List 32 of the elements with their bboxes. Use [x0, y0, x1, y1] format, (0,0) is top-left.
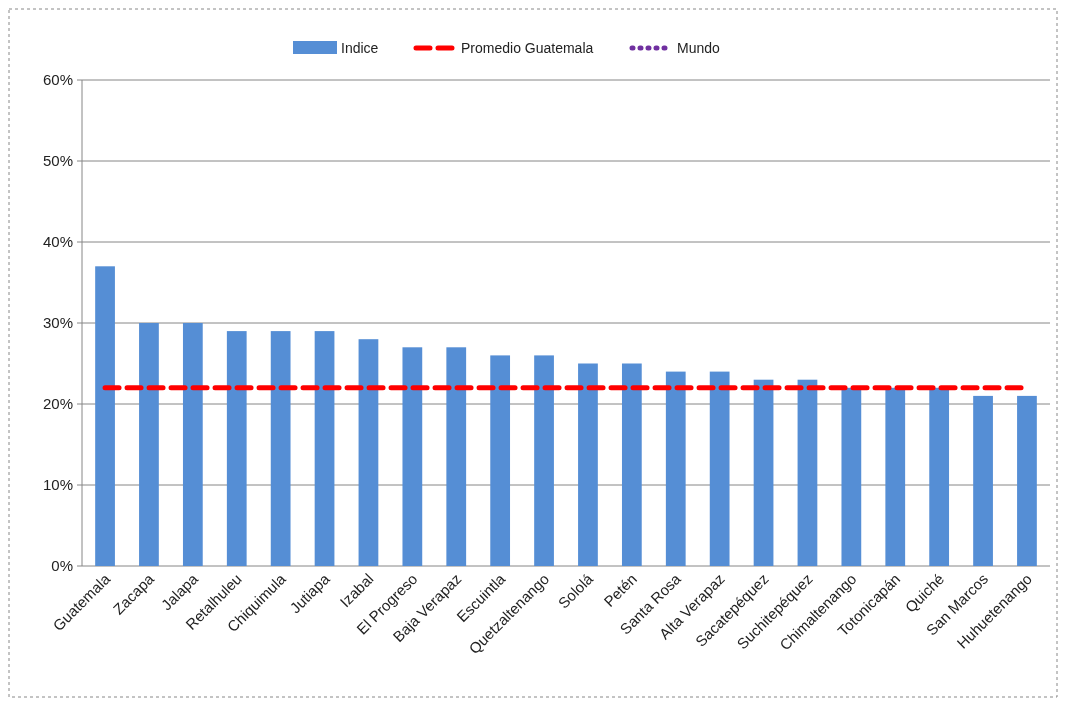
bar	[314, 331, 335, 566]
legend-label: Indice	[341, 40, 379, 56]
bar	[534, 355, 554, 566]
bar	[753, 379, 774, 566]
bar	[226, 331, 247, 566]
bar	[665, 371, 686, 566]
bar	[929, 387, 950, 566]
bar	[490, 355, 511, 566]
bar	[270, 331, 291, 566]
y-tick-label: 0%	[51, 557, 73, 574]
bar	[841, 387, 862, 566]
y-tick-label: 20%	[42, 395, 73, 412]
y-tick-label: 30%	[42, 314, 73, 331]
y-tick-label: 60%	[42, 71, 73, 88]
bar	[885, 387, 906, 566]
bar	[973, 395, 993, 566]
legend-label: Promedio Guatemala	[461, 40, 594, 56]
bar	[358, 339, 379, 566]
bar	[95, 266, 115, 566]
bar	[621, 363, 642, 566]
y-tick-label: 50%	[42, 152, 73, 169]
bar	[709, 371, 730, 566]
bar	[446, 347, 467, 566]
bar	[402, 347, 423, 566]
bar	[182, 323, 203, 566]
bar	[139, 323, 159, 566]
bar	[797, 379, 818, 566]
bar	[1017, 395, 1037, 566]
legend-label: Mundo	[677, 40, 721, 56]
y-tick-label: 10%	[42, 476, 73, 493]
bar	[578, 363, 598, 566]
y-tick-label: 40%	[42, 233, 73, 250]
